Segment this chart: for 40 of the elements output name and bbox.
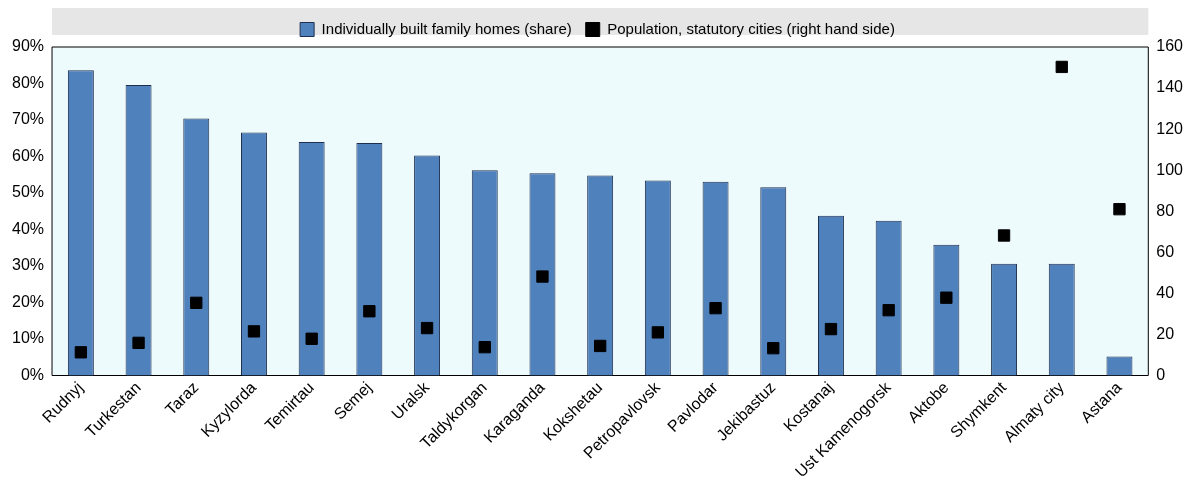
y2-tick-label: 0 [1156,365,1166,383]
y2-tick-label: 160 [1156,37,1184,55]
point [940,291,953,304]
y2-tick-label: 100 [1156,160,1184,178]
point [132,336,145,350]
point [882,304,895,317]
point [709,302,722,315]
point [363,305,376,318]
point [420,321,434,335]
point [536,270,549,283]
point [247,325,261,338]
y2-tick-label: 60 [1156,242,1175,260]
y2-tick-label: 40 [1156,283,1175,301]
y2-tick-label: 140 [1156,78,1184,96]
y-tick-label: 10% [11,329,45,347]
y-tick-label: 90% [11,37,45,55]
point [767,342,780,355]
point [1113,203,1126,216]
point [651,326,665,339]
y2-tick-label: 80 [1156,201,1175,219]
y2-tick-label: 20 [1156,324,1175,342]
y2-tick-label: 120 [1156,119,1184,137]
y-tick-label: 80% [11,73,45,91]
point [478,341,491,354]
point [824,322,838,336]
point [190,296,203,309]
y-tick-label: 50% [11,183,45,201]
point [594,339,607,353]
point [997,229,1011,242]
point [1055,60,1068,74]
y-tick-label: 70% [11,110,45,128]
legend-label: Individually built family homes (share) [321,19,572,37]
y-tick-label: 40% [11,219,45,237]
y-tick-label: 20% [11,292,45,310]
point [305,332,318,345]
y-tick-label: 0% [20,365,45,383]
y-tick-label: 60% [11,146,45,164]
point [74,346,88,359]
y-tick-label: 30% [11,256,45,274]
legend-label: Population, statutory cities (right hand side) [607,19,895,37]
